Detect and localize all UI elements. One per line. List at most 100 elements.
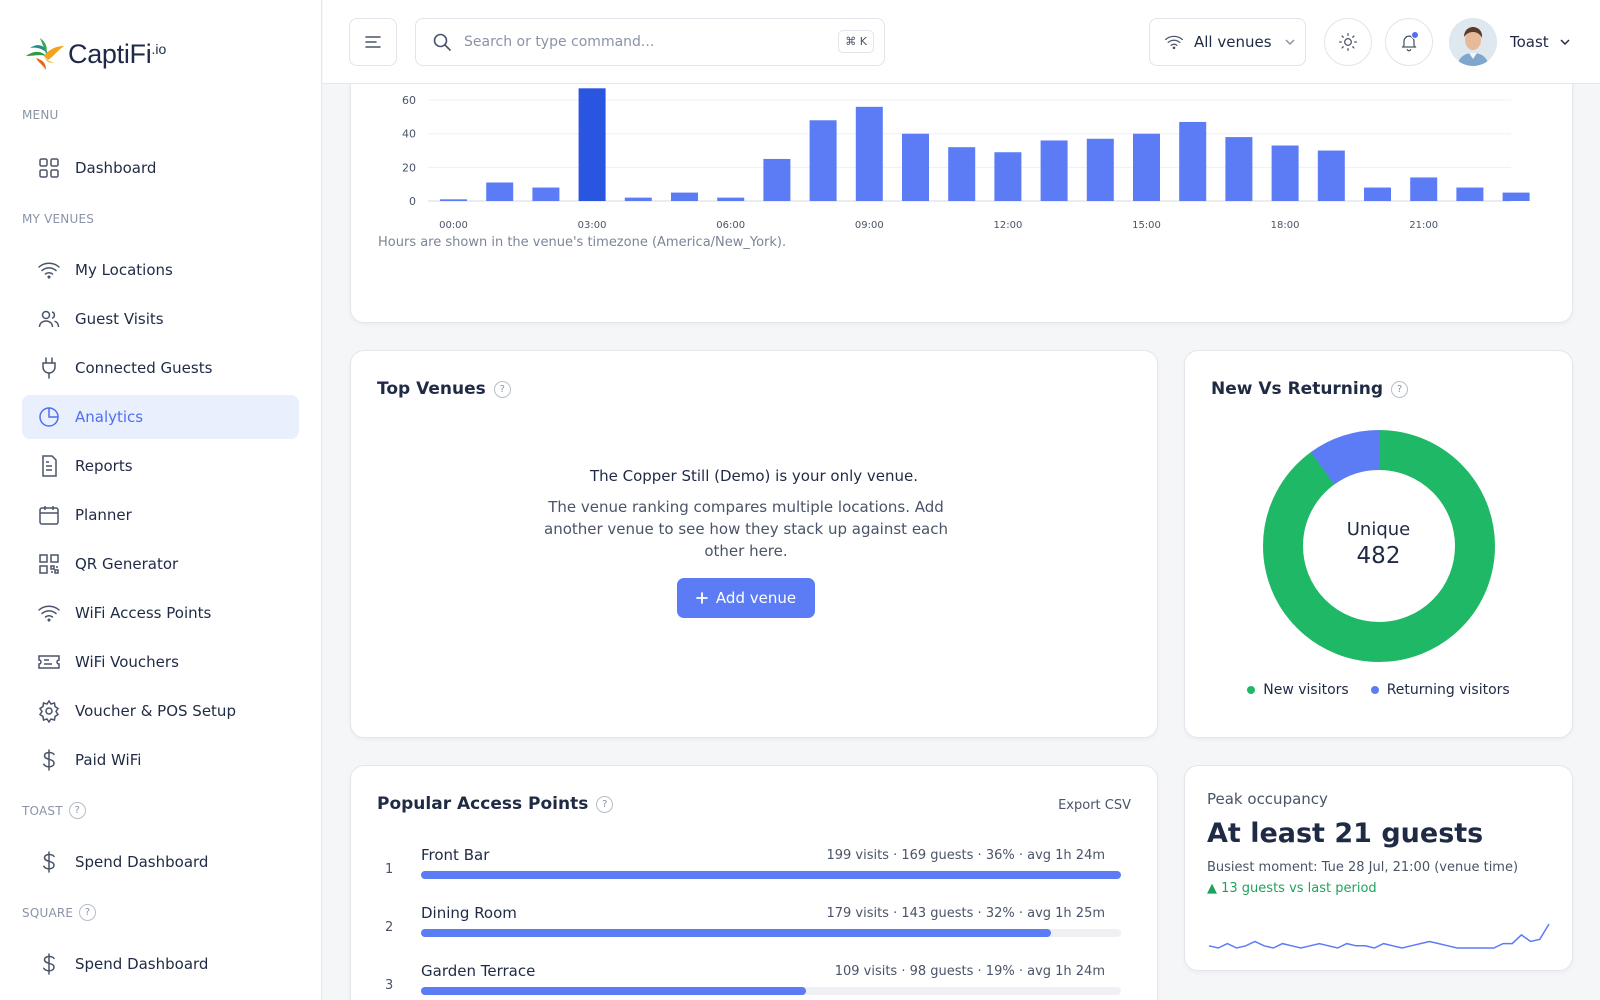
access-point-row[interactable]: 3 Garden Terrace 109 visits · 98 guests … bbox=[377, 962, 1121, 1000]
ap-bar-track bbox=[421, 929, 1121, 937]
pie-chart-icon bbox=[39, 407, 59, 427]
help-icon[interactable]: ? bbox=[79, 904, 97, 921]
ap-bar-fill bbox=[421, 987, 806, 995]
bar-17:00 bbox=[1225, 137, 1253, 201]
bar-20:00 bbox=[1364, 187, 1391, 201]
sidebar-item-dashboard[interactable]: Dashboard bbox=[22, 146, 299, 190]
qr-code-icon bbox=[39, 554, 59, 574]
sidebar-item-planner[interactable]: Planner bbox=[22, 493, 299, 537]
x-tick-label: 12:00 bbox=[993, 220, 1022, 230]
bar-15:00 bbox=[1133, 133, 1160, 201]
sidebar-item-guest-visits[interactable]: Guest Visits bbox=[22, 297, 299, 341]
sidebar-item-square-spend-dashboard[interactable]: Spend Dashboard bbox=[22, 942, 299, 986]
wifi-icon bbox=[1165, 35, 1183, 50]
help-icon[interactable]: ? bbox=[596, 795, 614, 813]
legend-new[interactable]: New visitors bbox=[1247, 682, 1349, 698]
sidebar: CaptiFi .io MENU Dashboard MY VENUES My … bbox=[0, 0, 322, 1000]
sparkline-path bbox=[1208, 923, 1550, 949]
help-icon[interactable]: ? bbox=[1391, 380, 1409, 398]
access-point-row[interactable]: 2 Dining Room 179 visits · 143 guests · … bbox=[377, 904, 1121, 960]
occupancy-sparkline bbox=[1208, 923, 1550, 949]
ap-stats: 199 visits · 169 guests · 36% · avg 1h 2… bbox=[826, 848, 1105, 863]
search-bar[interactable]: ⌘ K bbox=[415, 18, 885, 66]
calendar-icon bbox=[39, 506, 59, 525]
y-tick-label: 60 bbox=[402, 94, 416, 107]
avatar[interactable] bbox=[1449, 18, 1497, 66]
sidebar-item-qr-generator[interactable]: QR Generator bbox=[22, 542, 299, 586]
bar-03:00 bbox=[578, 88, 606, 201]
shortcut-badge: ⌘ K bbox=[838, 30, 874, 53]
bar-02:00 bbox=[532, 187, 560, 201]
venue-select[interactable]: All venues bbox=[1149, 18, 1306, 66]
peak-occupancy-label: Peak occupancy bbox=[1207, 790, 1328, 808]
bar-16:00 bbox=[1179, 121, 1207, 201]
toast-section-label: TOAST ? bbox=[22, 802, 86, 819]
brand-name: CaptiFi bbox=[68, 39, 152, 69]
theme-toggle-button[interactable] bbox=[1324, 18, 1372, 66]
sidebar-item-analytics[interactable]: Analytics bbox=[22, 395, 299, 439]
bar-04:00 bbox=[624, 197, 652, 201]
x-tick-label: 09:00 bbox=[855, 220, 884, 230]
ap-bar-fill bbox=[421, 871, 1121, 879]
user-menu[interactable]: Toast bbox=[1510, 33, 1571, 51]
busiest-moment: Busiest moment: Tue 28 Jul, 21:00 (venue… bbox=[1207, 860, 1519, 875]
donut-center-value: 482 bbox=[1356, 543, 1401, 569]
gear-icon bbox=[38, 699, 60, 723]
bird-logo-icon bbox=[26, 38, 64, 70]
sidebar-item-label: Voucher & POS Setup bbox=[75, 702, 236, 720]
help-icon[interactable]: ? bbox=[68, 802, 86, 819]
user-name: Toast bbox=[1510, 33, 1549, 51]
x-tick-label: 15:00 bbox=[1132, 220, 1161, 230]
captifi-logo[interactable]: CaptiFi .io bbox=[24, 34, 166, 72]
sidebar-item-toast-spend-dashboard[interactable]: Spend Dashboard bbox=[22, 840, 299, 884]
sidebar-item-wifi-access-points[interactable]: WiFi Access Points bbox=[22, 591, 299, 635]
search-input[interactable] bbox=[464, 34, 824, 50]
sidebar-item-label: QR Generator bbox=[75, 555, 179, 573]
bar-07:00 bbox=[763, 158, 791, 201]
sidebar-item-label: Analytics bbox=[75, 408, 144, 426]
export-csv-button[interactable]: Export CSV bbox=[1058, 798, 1131, 813]
sidebar-item-voucher-pos-setup[interactable]: Voucher & POS Setup bbox=[22, 689, 299, 733]
venue-select-value: All venues bbox=[1194, 33, 1272, 51]
sidebar-item-paid-wifi[interactable]: Paid WiFi bbox=[22, 738, 299, 782]
sidebar-item-connected-guests[interactable]: Connected Guests bbox=[22, 346, 299, 390]
bar-05:00 bbox=[671, 192, 698, 201]
sidebar-item-my-locations[interactable]: My Locations bbox=[22, 248, 299, 292]
y-tick-label: 40 bbox=[402, 128, 416, 141]
x-tick-label: 06:00 bbox=[716, 220, 745, 230]
ap-rank: 3 bbox=[385, 978, 394, 993]
user-photo-icon bbox=[1449, 18, 1497, 66]
menu-toggle-button[interactable] bbox=[349, 18, 397, 66]
help-icon[interactable]: ? bbox=[493, 380, 511, 398]
sidebar-item-label: Dashboard bbox=[75, 159, 157, 177]
ap-name: Garden Terrace bbox=[421, 962, 536, 980]
dollar-icon bbox=[43, 953, 55, 975]
x-tick-label: 21:00 bbox=[1409, 220, 1438, 230]
ap-stats: 109 visits · 98 guests · 19% · avg 1h 24… bbox=[834, 964, 1105, 979]
menu-section-label: MENU bbox=[22, 108, 59, 122]
access-point-row[interactable]: 1 Front Bar 199 visits · 169 guests · 36… bbox=[377, 846, 1121, 902]
ap-name: Dining Room bbox=[421, 904, 517, 922]
ap-bar-fill bbox=[421, 929, 1051, 937]
sidebar-item-label: Spend Dashboard bbox=[75, 853, 209, 871]
ap-rank: 2 bbox=[385, 920, 394, 935]
sidebar-item-label: Planner bbox=[75, 506, 132, 524]
donut-legend: New visitors Returning visitors bbox=[1185, 682, 1572, 698]
timezone-note: Hours are shown in the venue's timezone … bbox=[378, 235, 787, 250]
sidebar-item-wifi-vouchers[interactable]: WiFi Vouchers bbox=[22, 640, 299, 684]
topbar: ⌘ K All venues Toast bbox=[323, 0, 1600, 84]
sidebar-item-reports[interactable]: Reports bbox=[22, 444, 299, 488]
bar-14:00 bbox=[1086, 138, 1114, 201]
new-vs-returning-donut bbox=[1263, 430, 1495, 662]
y-tick-label: 20 bbox=[402, 161, 416, 174]
users-icon bbox=[38, 310, 60, 328]
legend-returning[interactable]: Returning visitors bbox=[1370, 682, 1510, 698]
add-venue-button[interactable]: Add venue bbox=[677, 578, 815, 618]
bar-00:00 bbox=[440, 199, 467, 201]
x-tick-label: 00:00 bbox=[439, 220, 468, 230]
bar-06:00 bbox=[717, 197, 745, 201]
empty-state-body: The venue ranking compares multiple loca… bbox=[544, 498, 948, 560]
ap-stats: 179 visits · 143 guests · 32% · avg 1h 2… bbox=[826, 906, 1105, 921]
top-venues-card: Top Venues ? The Copper Still (Demo) is … bbox=[350, 350, 1158, 738]
notifications-button[interactable] bbox=[1385, 18, 1433, 66]
